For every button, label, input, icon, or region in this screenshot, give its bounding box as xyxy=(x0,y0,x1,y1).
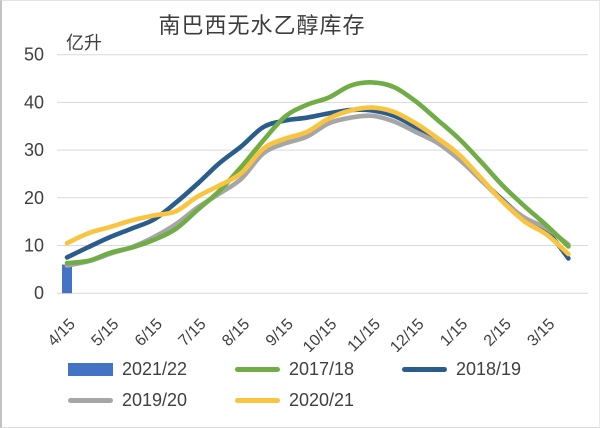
svg-text:0: 0 xyxy=(34,283,44,303)
legend-swatch-2017-18 xyxy=(235,366,280,372)
legend: 2021/22 2017/18 2018/19 2019/20 2020/21 xyxy=(0,355,600,414)
series-line-2020-21 xyxy=(64,105,571,257)
legend-item-2018-19[interactable]: 2018/19 xyxy=(402,359,569,380)
legend-row: 2021/22 2017/18 2018/19 xyxy=(0,355,600,383)
svg-text:20: 20 xyxy=(24,188,44,208)
legend-swatch-2018-19 xyxy=(402,366,447,372)
series-line-2017-18 xyxy=(64,80,571,266)
svg-text:2/15: 2/15 xyxy=(481,316,515,350)
legend-item-2021-22[interactable]: 2021/22 xyxy=(68,359,235,380)
svg-text:6/15: 6/15 xyxy=(132,316,166,350)
svg-text:10/15: 10/15 xyxy=(300,316,340,352)
legend-item-2017-18[interactable]: 2017/18 xyxy=(235,359,402,380)
x-axis-labels: 4/15 5/15 6/15 7/15 8/15 9/15 10/15 11/15 12/15 1… xyxy=(45,316,559,352)
svg-text:40: 40 xyxy=(24,92,44,112)
gridlines xyxy=(57,54,588,294)
line-chart-plot: 0 10 20 30 40 50 4/15 5/15 6/15 7/15 8/15 9/15 10/15… xyxy=(24,45,588,352)
legend-item-2020-21[interactable]: 2020/21 xyxy=(235,390,402,411)
svg-text:9/15: 9/15 xyxy=(263,316,297,350)
svg-text:8/15: 8/15 xyxy=(219,316,253,350)
svg-text:50: 50 xyxy=(24,45,44,65)
legend-item-2019-20[interactable]: 2019/20 xyxy=(68,390,235,411)
legend-swatch-2019-20 xyxy=(68,397,113,403)
legend-swatch-2020-21 xyxy=(235,397,280,403)
svg-text:10: 10 xyxy=(24,236,44,256)
svg-text:12/15: 12/15 xyxy=(387,316,427,352)
series-bar-2021-22 xyxy=(62,264,72,294)
svg-text:30: 30 xyxy=(24,140,44,160)
svg-text:1/15: 1/15 xyxy=(437,316,471,350)
svg-text:4/15: 4/15 xyxy=(45,316,79,350)
legend-label-2019-20: 2019/20 xyxy=(122,389,188,410)
legend-label-2021-22: 2021/22 xyxy=(122,358,188,379)
svg-text:3/15: 3/15 xyxy=(524,316,558,350)
svg-text:5/15: 5/15 xyxy=(88,316,122,350)
chart-title: 南巴西无水乙醇库存 xyxy=(158,13,366,38)
svg-text:11/15: 11/15 xyxy=(345,316,385,352)
y-axis-unit-label: 亿升 xyxy=(66,33,102,53)
legend-swatch-2021-22 xyxy=(68,362,113,376)
legend-row: 2019/20 2020/21 xyxy=(0,386,600,414)
svg-text:7/15: 7/15 xyxy=(176,316,210,350)
legend-label-2018-19: 2018/19 xyxy=(456,358,522,379)
y-axis-labels: 0 10 20 30 40 50 xyxy=(24,45,44,304)
legend-label-2020-21: 2020/21 xyxy=(289,389,355,410)
legend-label-2017-18: 2017/18 xyxy=(289,358,355,379)
